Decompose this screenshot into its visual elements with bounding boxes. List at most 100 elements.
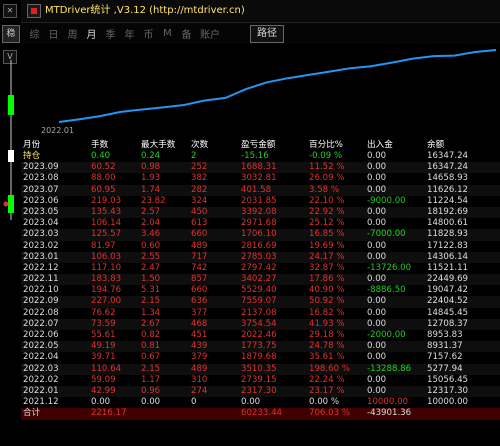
cell-profit: 3510.35	[241, 363, 277, 374]
table-row[interactable]: 2022.02 59.09 1.17 310 2739.15 22.24 % 0.00 150…	[21, 375, 500, 386]
cell-profit: 401.58	[241, 184, 272, 195]
table-row[interactable]: 2023.09 60.52 0.98 252 1688.31 11.52 % 0.00 163…	[21, 162, 500, 174]
tab-m[interactable]: M	[163, 28, 172, 39]
cell-max-lots: 3.46	[141, 229, 161, 240]
cell-max-lots: 2.57	[141, 206, 161, 217]
table-row[interactable]: 2022.12 117.10 2.47 742 2797.42 32.87 % -13726…	[21, 263, 500, 274]
path-button[interactable]: 路径	[250, 24, 284, 43]
table-row[interactable]: 2022.10 194.76 5.31 660 5529.40 40.90 % -8886.…	[21, 285, 500, 296]
cell-balance: 22404.52	[427, 296, 469, 307]
cell-count: 660	[191, 229, 208, 240]
cell-balance: 11224.54	[427, 195, 469, 206]
table-row[interactable]: 2023.05 135.43 2.57 450 3392.08 22.92 % 0.00 18…	[21, 206, 500, 219]
cell-count: 439	[191, 341, 208, 352]
cell-profit: 2797.42	[241, 262, 277, 273]
header-lots[interactable]: 手数	[91, 140, 109, 150]
tab-day[interactable]: 日	[48, 30, 59, 41]
table-row[interactable]: 2022.01 42.99 0.96 274 2317.30 23.17 % 0.00 123…	[21, 385, 500, 398]
table-row[interactable]: 2023.01 106.03 2.55 717 2785.03 24.17 % 0.00 14…	[21, 251, 500, 263]
cell-count: 450	[191, 206, 208, 217]
cell-percent: 26.09 %	[309, 173, 345, 184]
cell-balance: 8953.83	[427, 330, 463, 340]
table-row[interactable]: 2022.04 39.71 0.67 379 1879.68 35.61 % 0.00 715…	[21, 352, 500, 363]
cell-flow: 0.00	[367, 352, 387, 363]
header-balance[interactable]: 余额	[427, 140, 445, 150]
cell-month: 2023.08	[23, 173, 59, 184]
cell-flow: -7000.00	[367, 229, 406, 240]
cell-month: 2022.09	[23, 296, 59, 307]
table-row[interactable]: 2022.06 55.61 0.82 451 2022.46 29.18 % -2000.0…	[21, 330, 500, 341]
table-row[interactable]: 2023.07 60.95 1.74 282 401.58 3.58 % 0.00 11626…	[21, 184, 500, 196]
cell-profit: 7559.07	[241, 296, 277, 307]
table-row[interactable]: 2022.11 183.83 1.50 857 3402.27 17.86 % 0.00 22…	[21, 274, 500, 286]
cell-month: 2021.12	[23, 397, 59, 408]
header-flow[interactable]: 出入金	[367, 140, 393, 150]
header-max-lots[interactable]: 最大手数	[141, 140, 176, 150]
total-row: 合计 2216.17 60233.44 706.03 % -43901.36	[21, 408, 500, 420]
cell-month: 2022.02	[23, 374, 59, 385]
cell-flow: 0.00	[367, 307, 387, 318]
dropdown-v-button[interactable]: V	[3, 50, 17, 64]
close-icon[interactable]: ✕	[3, 4, 17, 18]
tab-notes[interactable]: 备	[181, 30, 192, 41]
prefix-button[interactable]: 稳	[2, 25, 20, 43]
tab-currency[interactable]: 币	[143, 30, 154, 41]
cell-max-lots: 1.34	[141, 307, 161, 318]
table-row[interactable]: 2022.07 73.59 2.67 468 3754.54 41.93 % 0.00 127…	[21, 318, 500, 330]
cell-count: 382	[191, 173, 208, 184]
cell-percent: 32.87 %	[309, 262, 345, 273]
table-row[interactable]: 2023.02 81.97 0.60 489 2816.69 19.69 % 0.00 171…	[21, 241, 500, 252]
cell-flow: 0.00	[367, 173, 387, 184]
cell-percent: 16.85 %	[309, 229, 345, 240]
month-rows: 2023.09 60.52 0.98 252 1688.31 11.52 % 0.00 163…	[21, 162, 500, 408]
tab-overview[interactable]: 综	[29, 30, 40, 41]
table-row[interactable]: 2022.03 110.64 2.15 489 3510.35 198.60 % -1328…	[21, 363, 500, 375]
cell-flow: -9000.00	[367, 195, 406, 206]
cell-flow: 0.00	[367, 162, 387, 173]
position-row[interactable]: 持仓 0.40 0.24 2 -15.16 -0.09 % 0.00 16347…	[21, 151, 500, 162]
tab-account[interactable]: 账户	[200, 30, 220, 41]
cell-lots: 0.40	[91, 151, 111, 161]
cell-balance: 18192.69	[427, 206, 469, 217]
table-row[interactable]: 2021.12 0.00 0.00 0 0.00 0.00 % 10000.00 10000.…	[21, 397, 500, 408]
cell-month: 2022.06	[23, 330, 59, 340]
cell-flow: 0.00	[367, 240, 387, 251]
cell-month: 2023.06	[23, 195, 59, 206]
cell-lots: 117.10	[91, 262, 122, 273]
table-row[interactable]: 2022.05 49.19 0.81 439 1773.75 24.78 % 0.00 893…	[21, 341, 500, 353]
tab-month[interactable]: 月	[86, 30, 97, 41]
cell-count: 2	[191, 151, 197, 161]
cell-profit: 2739.15	[241, 374, 277, 385]
cell-profit: 3754.54	[241, 318, 277, 329]
header-percent[interactable]: 百分比%	[309, 140, 343, 150]
cell-balance: 12317.30	[427, 385, 469, 396]
cell-flow: 0.00	[367, 385, 387, 396]
cell-percent: 3.58 %	[309, 184, 340, 195]
cell-flow: 0.00	[367, 251, 387, 262]
tab-week[interactable]: 周	[67, 30, 78, 41]
header-count[interactable]: 次数	[191, 140, 209, 150]
cell-percent: 22.92 %	[309, 206, 345, 217]
header-month[interactable]: 月份	[23, 140, 41, 150]
header-profit[interactable]: 盈亏金额	[241, 140, 276, 150]
cell-lots: 81.97	[91, 240, 116, 251]
cell-count: 636	[191, 296, 208, 307]
total-label: 合计	[23, 408, 41, 419]
table-row[interactable]: 2023.04 106.14 2.04 613 2971.68 25.12 % 0.00 14…	[21, 218, 500, 229]
table-row[interactable]: 2023.06 219.03 23.82 324 2031.85 22.10 % -9000…	[21, 196, 500, 207]
table-row[interactable]: 2022.09 227.00 2.15 636 7559.07 50.92 % 0.00 22…	[21, 296, 500, 308]
cell-month: 2023.09	[23, 162, 59, 173]
cell-max-lots: 0.67	[141, 352, 161, 363]
tab-year[interactable]: 年	[124, 30, 135, 41]
cell-profit: 0.00	[241, 397, 261, 408]
cell-balance: 14845.45	[427, 307, 469, 318]
table-row[interactable]: 2023.03 125.57 3.46 660 1706.10 16.85 % -7000.…	[21, 229, 500, 241]
cell-profit: 2971.68	[241, 218, 277, 229]
table-row[interactable]: 2023.08 88.00 1.93 382 3032.81 26.09 % 0.00 146…	[21, 173, 500, 184]
cell-count: 377	[191, 307, 208, 318]
cell-max-lots: 2.67	[141, 318, 161, 329]
tab-quarter[interactable]: 季	[105, 30, 116, 41]
table-row[interactable]: 2022.08 76.62 1.34 377 2137.08 16.82 % 0.00 148…	[21, 308, 500, 319]
cell-max-lots: 5.31	[141, 285, 161, 296]
cell-lots: 135.43	[91, 206, 122, 217]
